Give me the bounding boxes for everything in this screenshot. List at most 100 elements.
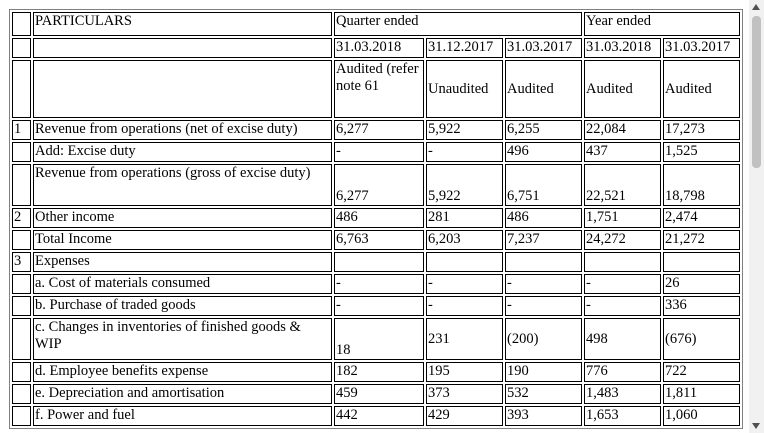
- value-cell: 21,272: [663, 230, 740, 250]
- header-quarter-ended: Quarter ended: [334, 12, 582, 36]
- value-cell: 336: [663, 296, 740, 316]
- value-cell: 6,763: [334, 230, 424, 250]
- row-label: f. Power and fuel: [33, 406, 332, 426]
- row-label: c. Changes in inventories of finished go…: [33, 318, 332, 360]
- value-cell: 393: [505, 406, 582, 426]
- value-cell: 498: [584, 318, 661, 360]
- value-cell: 1,751: [584, 208, 661, 228]
- table-row: e. Depreciation and amortisation 459 373…: [12, 384, 740, 404]
- value-cell: (676): [663, 318, 740, 360]
- header-num-cell: [12, 60, 31, 118]
- value-cell: 6,751: [505, 164, 582, 206]
- header-row-status: Audited (refer note 61 Unaudited Audited…: [12, 60, 740, 118]
- header-blank-cell: [33, 38, 332, 58]
- value-cell: -: [505, 296, 582, 316]
- table-row: Revenue from operations (gross of excise…: [12, 164, 740, 206]
- vertical-scrollbar[interactable]: [749, 0, 764, 433]
- table-row: 2 Other income 486 281 486 1,751 2,474: [12, 208, 740, 228]
- row-number: [12, 164, 31, 206]
- value-cell: 1,653: [584, 406, 661, 426]
- status-cell: Audited (refer note 61: [334, 60, 424, 118]
- value-cell: 429: [426, 406, 503, 426]
- date-cell: 31.03.2018: [584, 38, 661, 58]
- date-cell: 31.03.2017: [663, 38, 740, 58]
- row-label: Total Income: [33, 230, 332, 250]
- value-cell: 281: [426, 208, 503, 228]
- value-cell: [426, 252, 503, 272]
- value-cell: 1,811: [663, 384, 740, 404]
- value-cell: 6,255: [505, 120, 582, 140]
- value-cell: 22,521: [584, 164, 661, 206]
- table-row: f. Power and fuel 442 429 393 1,653 1,06…: [12, 406, 740, 426]
- row-number: [12, 296, 31, 316]
- value-cell: 5,922: [426, 164, 503, 206]
- value-cell: [334, 252, 424, 272]
- scrollbar-thumb[interactable]: [752, 16, 761, 168]
- status-cell: Audited: [584, 60, 661, 118]
- row-number: 3: [12, 252, 31, 272]
- row-number: [12, 274, 31, 294]
- value-cell: 6,277: [334, 120, 424, 140]
- header-particulars: PARTICULARS: [33, 12, 332, 36]
- value-cell: 5,922: [426, 120, 503, 140]
- table-row: 1 Revenue from operations (net of excise…: [12, 120, 740, 140]
- value-cell: 373: [426, 384, 503, 404]
- value-cell: 722: [663, 362, 740, 382]
- value-cell: 18,798: [663, 164, 740, 206]
- row-number: [12, 384, 31, 404]
- row-number: [12, 142, 31, 162]
- value-cell: 190: [505, 362, 582, 382]
- status-cell: Audited: [505, 60, 582, 118]
- value-cell: [505, 252, 582, 272]
- row-label: Revenue from operations (net of excise d…: [33, 120, 332, 140]
- row-number: 1: [12, 120, 31, 140]
- row-number: [12, 230, 31, 250]
- row-label: e. Depreciation and amortisation: [33, 384, 332, 404]
- value-cell: 6,203: [426, 230, 503, 250]
- date-cell: 31.12.2017: [426, 38, 503, 58]
- row-label: Expenses: [33, 252, 332, 272]
- header-num-cell: [12, 12, 31, 36]
- date-cell: 31.03.2017: [505, 38, 582, 58]
- value-cell: -: [584, 274, 661, 294]
- value-cell: 231: [426, 318, 503, 360]
- row-label: a. Cost of materials consumed: [33, 274, 332, 294]
- header-row-title: PARTICULARS Quarter ended Year ended: [12, 12, 740, 36]
- row-label: d. Employee benefits expense: [33, 362, 332, 382]
- value-cell: 7,237: [505, 230, 582, 250]
- value-cell: 1,483: [584, 384, 661, 404]
- value-cell: 486: [505, 208, 582, 228]
- value-cell: 776: [584, 362, 661, 382]
- value-cell: -: [426, 142, 503, 162]
- value-cell: 22,084: [584, 120, 661, 140]
- status-cell: Unaudited: [426, 60, 503, 118]
- table-row: b. Purchase of traded goods - - - - 336: [12, 296, 740, 316]
- table-row: d. Employee benefits expense 182 195 190…: [12, 362, 740, 382]
- scroll-down-arrow-icon[interactable]: [752, 423, 760, 429]
- date-cell: 31.03.2018: [334, 38, 424, 58]
- table-row: 3 Expenses: [12, 252, 740, 272]
- header-blank-cell: [33, 60, 332, 118]
- value-cell: 195: [426, 362, 503, 382]
- header-year-ended: Year ended: [584, 12, 740, 36]
- value-cell: [663, 252, 740, 272]
- value-cell: -: [426, 296, 503, 316]
- value-cell: 496: [505, 142, 582, 162]
- value-cell: 442: [334, 406, 424, 426]
- value-cell: 26: [663, 274, 740, 294]
- value-cell: 1,525: [663, 142, 740, 162]
- value-cell: 18: [334, 318, 424, 360]
- scroll-up-arrow-icon[interactable]: [752, 4, 760, 10]
- value-cell: 6,277: [334, 164, 424, 206]
- table-row: Total Income 6,763 6,203 7,237 24,272 21…: [12, 230, 740, 250]
- value-cell: -: [505, 274, 582, 294]
- value-cell: -: [334, 296, 424, 316]
- value-cell: 24,272: [584, 230, 661, 250]
- value-cell: 182: [334, 362, 424, 382]
- value-cell: 1,060: [663, 406, 740, 426]
- financial-results-table: PARTICULARS Quarter ended Year ended 31.…: [9, 9, 743, 429]
- row-number: 2: [12, 208, 31, 228]
- value-cell: 532: [505, 384, 582, 404]
- header-num-cell: [12, 38, 31, 58]
